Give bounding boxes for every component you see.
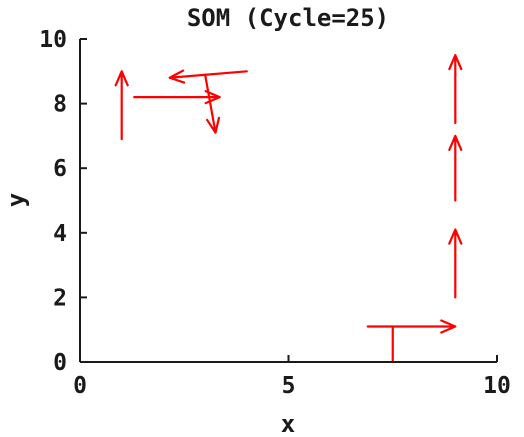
y-tick-label: 8 — [53, 92, 67, 118]
vector-arrow — [448, 134, 463, 202]
vector-field — [114, 54, 463, 362]
y-axis-label: y — [2, 193, 30, 207]
vector-arrow — [448, 228, 463, 299]
x-tick-label: 0 — [73, 373, 87, 399]
vector-arrow — [133, 90, 221, 105]
y-axis-ticks: 0 2 4 6 8 10 — [39, 27, 87, 376]
x-tick-label: 5 — [282, 373, 296, 399]
y-tick-label: 0 — [53, 350, 67, 376]
chart-title: SOM (Cycle=25) — [187, 4, 389, 32]
y-tick-label: 4 — [53, 221, 67, 247]
y-tick-label: 6 — [53, 156, 67, 182]
y-tick-label: 2 — [53, 285, 67, 311]
vector-arrow — [366, 319, 457, 334]
x-axis-label: x — [281, 410, 295, 437]
y-tick-label: 10 — [39, 27, 67, 53]
vector-arrow — [448, 54, 463, 125]
x-axis-ticks: 0 5 10 — [73, 355, 511, 399]
vector-arrow — [168, 69, 248, 84]
vector-arrow — [204, 73, 221, 134]
vector-arrow — [114, 70, 129, 141]
x-tick-label: 10 — [483, 373, 511, 399]
